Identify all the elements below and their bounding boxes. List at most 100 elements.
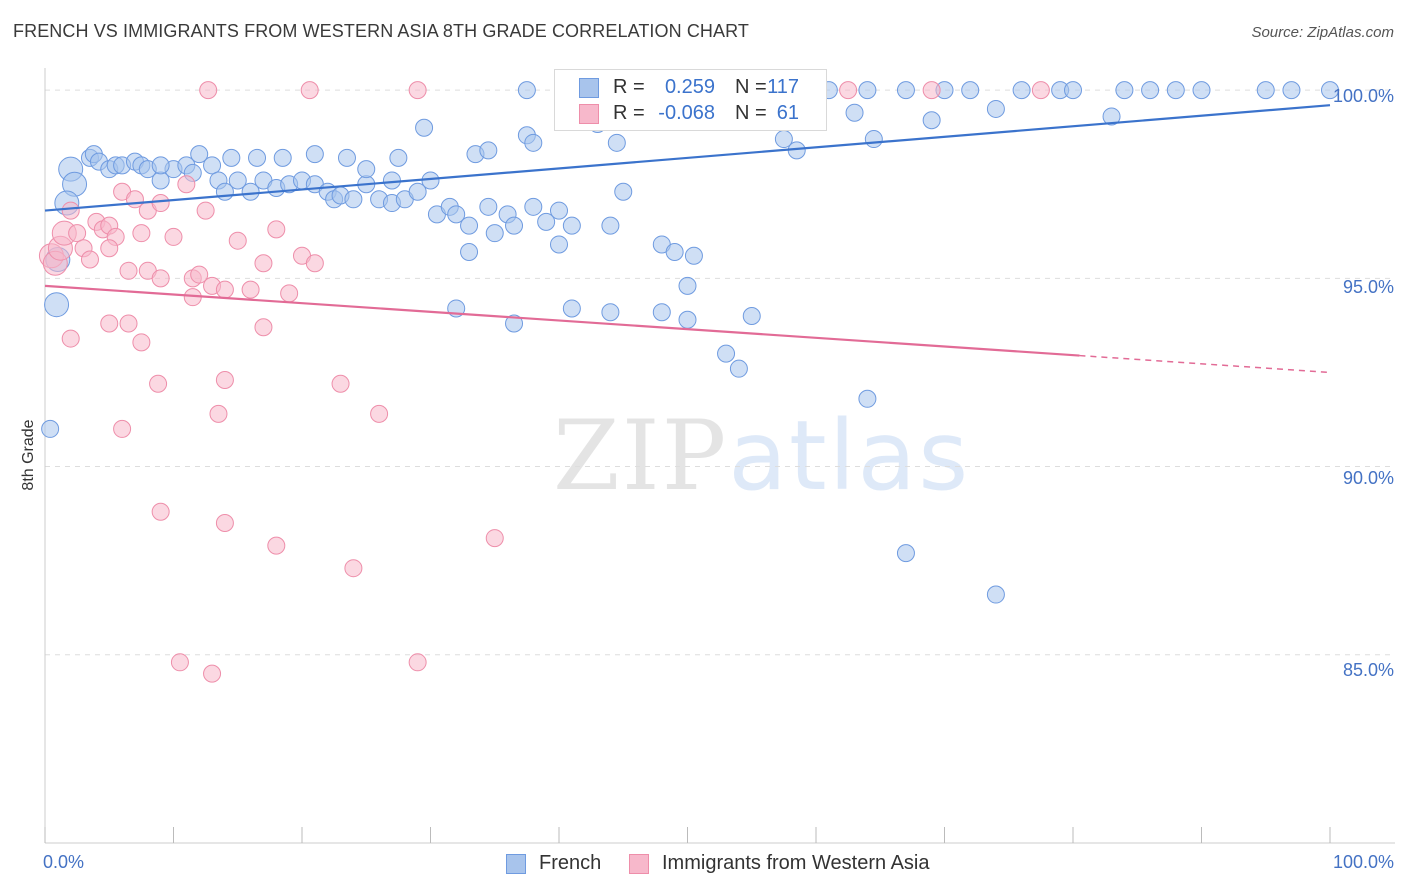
french-point-120: [665, 242, 684, 261]
immigrants-point-45: [149, 374, 168, 393]
zipatlas-watermark: ZIPatlas: [553, 400, 970, 512]
french-point-13: [961, 81, 980, 100]
immigrants-point-59: [203, 664, 222, 683]
immigrants-point-56: [344, 559, 363, 578]
immigrants-point-3: [839, 81, 858, 100]
french-n-value: 117: [767, 76, 799, 98]
immigrants-point-34: [280, 284, 299, 303]
french-point-38: [524, 133, 543, 152]
french-point-106: [601, 303, 620, 322]
immigrants-point-42: [100, 314, 119, 333]
immigrants-point-0: [199, 81, 218, 100]
immigrants-point-57: [485, 529, 504, 548]
immigrants-r-value: -0.068: [658, 102, 715, 124]
legend-row-french: R = 0.259 N = 117: [555, 76, 826, 100]
y-tick-label-95: 95.0%: [1342, 277, 1394, 297]
french-point-91: [337, 148, 356, 167]
french-point-79: [524, 197, 543, 216]
french-point-88: [248, 148, 267, 167]
french-trend-line: [44, 104, 1331, 212]
french-point-77: [485, 224, 504, 243]
immigrants-point-23: [164, 227, 183, 246]
immigrants-point-47: [254, 318, 273, 337]
immigrants-point-44: [132, 333, 151, 352]
immigrants-point-40: [151, 269, 170, 288]
french-r-value: 0.259: [664, 76, 715, 98]
grid-lines: [45, 89, 1395, 656]
legend-row-immigrants: R = -0.068 N = 61: [555, 102, 826, 126]
french-point-22: [1282, 81, 1301, 100]
immigrants-point-4: [922, 81, 941, 100]
french-point-102: [41, 419, 60, 438]
french-point-82: [562, 216, 581, 235]
french-point-54: [203, 156, 222, 175]
french-point-10: [858, 81, 877, 100]
immigrants-point-55: [267, 536, 286, 555]
french-point-32: [415, 118, 434, 137]
french-point-30: [1102, 107, 1121, 126]
french-point-14: [1012, 81, 1031, 100]
french-point-105: [562, 299, 581, 318]
french-point-110: [717, 344, 736, 363]
immigrants-point-38: [119, 261, 138, 280]
french-point-16: [1064, 81, 1082, 100]
french-point-111: [729, 359, 748, 378]
immigrants-point-10: [61, 201, 80, 220]
french-point-119: [550, 235, 568, 254]
french-point-58: [241, 182, 260, 201]
immigrants-point-5: [1031, 81, 1050, 100]
french-point-57: [228, 171, 247, 190]
french-point-89: [273, 148, 292, 167]
french-point-29: [986, 99, 1005, 118]
french-point-0: [517, 81, 536, 100]
y-tick-label-85: 85.0%: [1342, 660, 1394, 680]
french-point-27: [845, 103, 864, 122]
chart-title: FRENCH VS IMMIGRANTS FROM WESTERN ASIA 8…: [13, 21, 750, 41]
french-point-93: [382, 171, 401, 190]
bottom-french-swatch: [506, 854, 526, 874]
french-point-92: [357, 160, 376, 179]
french-point-20: [1192, 81, 1211, 100]
immigrants-point-50: [370, 404, 389, 423]
bottom-french-label: French: [539, 852, 602, 874]
source-label: Source: ZipAtlas.com: [1251, 24, 1394, 41]
immigrants-point-58: [170, 653, 189, 672]
french-point-72: [408, 182, 427, 201]
immigrants-point-52: [209, 404, 228, 423]
immigrants-point-60: [408, 653, 427, 672]
watermark-atlas: atlas: [728, 400, 971, 512]
bottom-immigrants-label: Immigrants from Western Asia: [662, 852, 930, 874]
immigrants-point-36: [305, 254, 324, 273]
axes: [44, 68, 1395, 844]
french-point-76: [460, 216, 479, 235]
french-points: [41, 81, 1339, 604]
french-point-109: [684, 246, 703, 265]
immigrants-point-13: [80, 250, 99, 269]
french-point-81: [550, 201, 568, 220]
french-point-94: [607, 133, 626, 152]
french-point-108: [678, 276, 697, 295]
french-point-101: [44, 292, 70, 318]
immigrants-point-31: [241, 280, 260, 299]
immigrants-point-20: [132, 224, 151, 243]
bottom-immigrants-swatch: [629, 854, 649, 874]
french-point-84: [614, 182, 633, 201]
french-point-31: [864, 130, 883, 149]
french-point-33: [389, 148, 408, 167]
immigrants-point-41: [61, 329, 80, 348]
immigrants-point-29: [215, 280, 234, 299]
french-point-23: [1321, 81, 1339, 100]
immigrants-points: [38, 81, 1050, 683]
immigrants-point-32: [254, 254, 273, 273]
immigrants-point-49: [331, 374, 350, 393]
immigrants-point-37: [100, 239, 119, 258]
immigrants-n-value: 61: [776, 102, 799, 124]
x-tick-label-100: 100.0%: [1332, 852, 1394, 872]
immigrants-swatch: [579, 104, 599, 124]
immigrants-point-53: [151, 502, 170, 521]
immigrants-point-2: [408, 81, 427, 100]
immigrants-point-43: [119, 314, 138, 333]
french-r-label: R =: [613, 76, 645, 98]
immigrants-trend-line: [44, 284, 1080, 357]
french-point-17: [1115, 81, 1134, 100]
